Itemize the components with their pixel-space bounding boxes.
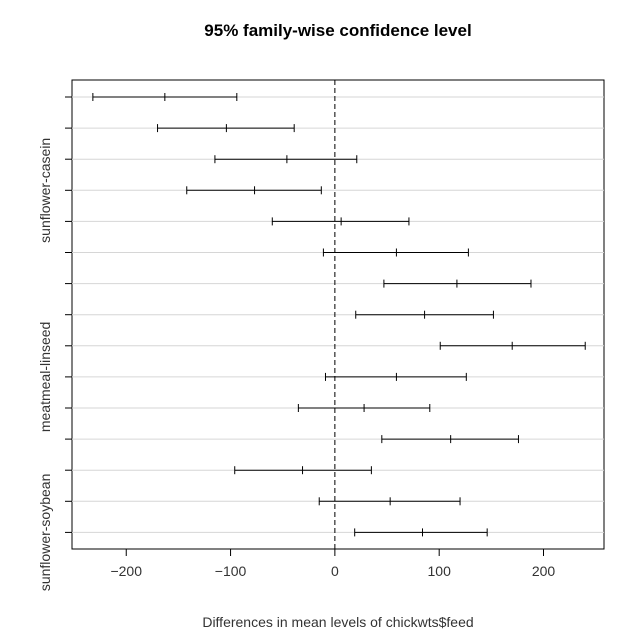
x-tick-label: −200 xyxy=(110,563,142,579)
interval-10 xyxy=(324,372,467,381)
x-axis: −200 −100 0 100 200 xyxy=(110,549,555,579)
x-tick-label: 100 xyxy=(428,563,452,579)
interval-13 xyxy=(234,466,372,475)
interval-11 xyxy=(297,404,431,412)
interval-5 xyxy=(271,217,410,226)
y-tick-label: sunflower-soybean xyxy=(37,474,53,592)
interval-14 xyxy=(318,497,461,506)
interval-6 xyxy=(322,248,469,257)
x-tick-label: 0 xyxy=(331,563,339,579)
confidence-intervals xyxy=(92,93,586,537)
gridlines xyxy=(72,96,604,533)
interval-4 xyxy=(186,186,322,195)
y-axis: sunflower-casein meatmeal-linseed sunflowe… xyxy=(37,96,72,592)
interval-15 xyxy=(354,528,488,537)
interval-12 xyxy=(381,435,519,444)
x-tick-label: −100 xyxy=(215,563,247,579)
interval-7 xyxy=(383,279,532,288)
x-tick-label: 200 xyxy=(532,563,556,579)
chart-title: 95% family-wise confidence level xyxy=(204,21,471,40)
interval-3 xyxy=(214,155,358,164)
x-axis-label: Differences in mean levels of chickwts$f… xyxy=(202,614,473,630)
interval-8 xyxy=(355,310,494,319)
y-tick-label: meatmeal-linseed xyxy=(37,322,53,433)
interval-9 xyxy=(439,341,586,350)
interval-1 xyxy=(92,93,238,101)
y-tick-label: sunflower-casein xyxy=(37,138,53,243)
interval-2 xyxy=(157,124,295,133)
